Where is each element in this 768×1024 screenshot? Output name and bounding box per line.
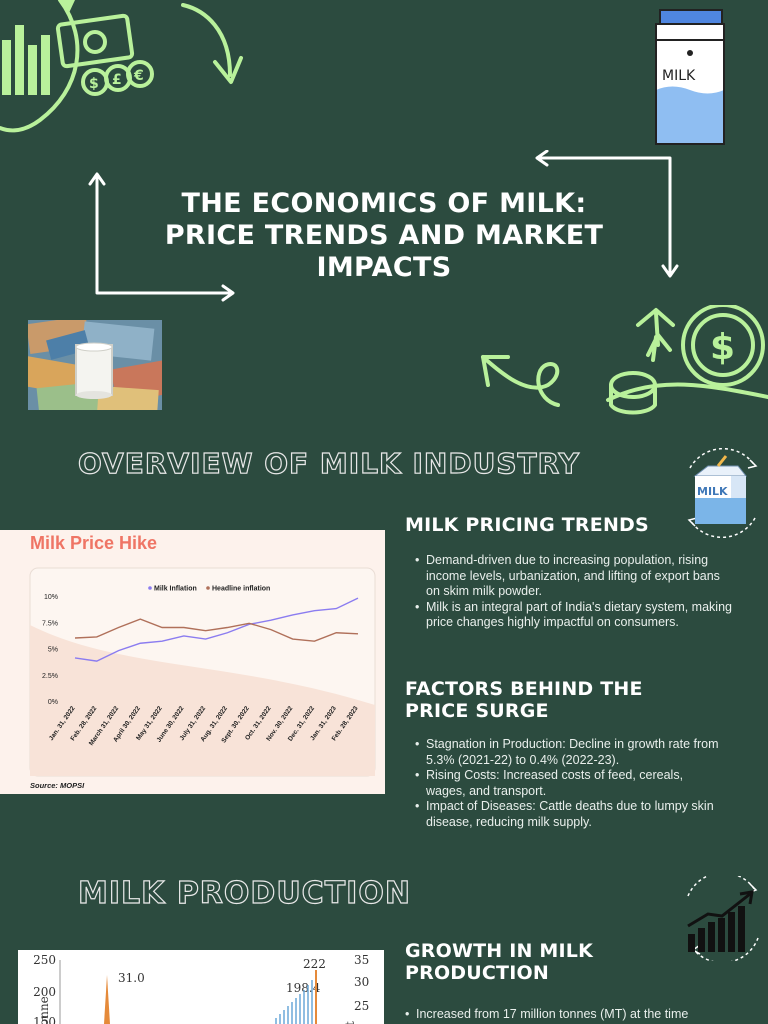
svg-text:$: $ — [710, 327, 735, 368]
production-heading: MILK PRODUCTION — [77, 875, 411, 911]
legend-label: Milk Inflation — [154, 586, 197, 593]
right-tick: 25 — [354, 999, 369, 1013]
y-axis-label-right: t — [343, 1021, 357, 1024]
pricing-heading: MILK PRICING TRENDS — [405, 514, 649, 536]
factors-heading-line-2: PRICE SURGE — [405, 700, 549, 722]
list-item: Demand-driven due to increasing populati… — [415, 553, 735, 600]
pricing-bullets: Demand-driven due to increasing populati… — [415, 553, 735, 631]
left-tick: 200 — [33, 985, 56, 999]
svg-text:£: £ — [112, 72, 122, 88]
spike-mark — [104, 975, 110, 1024]
growth-bullets: Increased from 17 million tonnes (MT) at… — [405, 1007, 735, 1023]
growth-chart-icon — [687, 876, 759, 961]
money-chart-doodle: $ £ € — [0, 0, 154, 133]
carton-small-label: MILK — [697, 485, 728, 498]
title-line-3: IMPACTS — [316, 252, 452, 283]
curved-arrow-icon — [181, 3, 243, 84]
list-item: Stagnation in Production: Decline in gro… — [415, 737, 725, 768]
factors-heading: FACTORS BEHIND THE PRICE SURGE — [405, 678, 643, 722]
carton-label: MILK — [662, 68, 696, 84]
growth-heading-line-2: PRODUCTION — [405, 962, 549, 984]
legend-marker — [206, 586, 210, 590]
list-item: Rising Costs: Increased costs of feed, c… — [415, 768, 725, 799]
legend-marker — [148, 586, 152, 590]
production-chart: 250 200 150 35 30 25 31.0 198.4 222 onne… — [33, 953, 369, 1024]
milk-carton-small-icon: MILK — [687, 448, 758, 538]
overview-heading: OVERVIEW OF MILK INDUSTRY — [77, 446, 580, 480]
background-wave — [30, 625, 375, 776]
chart-title: Milk Price Hike — [30, 533, 158, 553]
milk-money-photo — [28, 320, 162, 410]
milk-carton-icon: MILK — [655, 9, 725, 145]
right-tick: 30 — [354, 975, 369, 989]
list-item: Milk is an integral part of India's diet… — [415, 600, 735, 631]
chart-source: Source: MOPSI — [30, 781, 85, 790]
dollar-coins-doodle: $ — [481, 305, 768, 415]
production-chart-card — [18, 950, 384, 1024]
list-item: Increased from 17 million tonnes (MT) at… — [405, 1007, 735, 1023]
page-title: THE ECONOMICS OF MILK: PRICE TRENDS AND … — [120, 188, 648, 284]
series-line-milk-inflation — [74, 597, 359, 662]
left-tick: 250 — [33, 953, 56, 967]
bar-label: 31.0 — [118, 971, 145, 985]
growth-heading-line-1: GROWTH IN MILK — [405, 940, 594, 962]
title-line-1: THE ECONOMICS OF MILK: — [181, 188, 587, 219]
bar-label: 222 — [303, 957, 326, 971]
svg-text:€: € — [133, 68, 144, 84]
list-item: Impact of Diseases: Cattle deaths due to… — [415, 799, 725, 830]
legend-label: Headline inflation — [212, 586, 270, 593]
factors-heading-line-1: FACTORS BEHIND THE — [405, 678, 643, 700]
svg-text:$: $ — [89, 76, 99, 92]
factors-bullets: Stagnation in Production: Decline in gro… — [415, 737, 725, 831]
y-tick-label: 7.5% — [42, 620, 58, 627]
y-tick-label: 5% — [48, 647, 58, 654]
y-tick-label: 10% — [44, 594, 58, 601]
left-tick: 150 — [33, 1015, 56, 1024]
y-axis-label: onne — [37, 996, 51, 1024]
frame-arrows — [88, 150, 679, 302]
series-line-headline-inflation — [74, 618, 359, 642]
title-line-2: PRICE TRENDS AND MARKET — [164, 220, 604, 251]
growth-heading: GROWTH IN MILK PRODUCTION — [405, 940, 593, 984]
y-tick-label: 0% — [48, 699, 58, 706]
y-tick-label: 2.5% — [42, 673, 58, 680]
right-tick: 35 — [354, 953, 369, 967]
